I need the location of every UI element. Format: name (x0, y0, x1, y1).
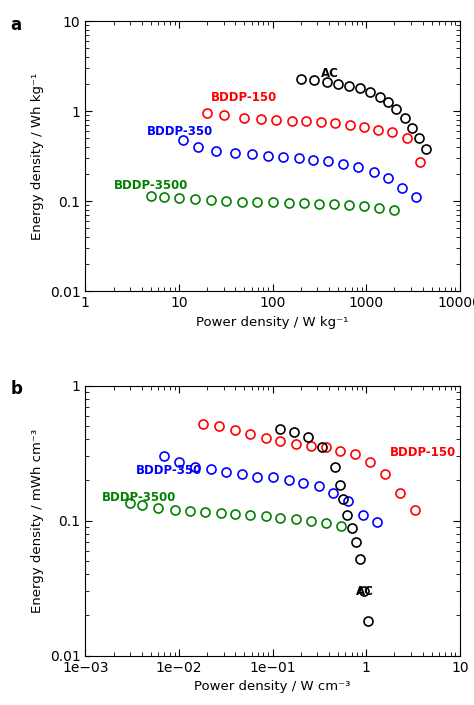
Text: BDDP-150: BDDP-150 (211, 92, 277, 104)
Text: AC: AC (321, 67, 339, 80)
X-axis label: Power density / W kg⁻¹: Power density / W kg⁻¹ (196, 316, 349, 329)
Text: BDDP-150: BDDP-150 (390, 446, 456, 459)
X-axis label: Power density / W cm⁻³: Power density / W cm⁻³ (194, 680, 351, 693)
Y-axis label: Energy density / Wh kg⁻¹: Energy density / Wh kg⁻¹ (31, 73, 44, 240)
Text: BDDP-3500: BDDP-3500 (102, 491, 176, 504)
Text: BDDP-3500: BDDP-3500 (113, 179, 188, 192)
Text: BDDP-350: BDDP-350 (146, 125, 213, 137)
Text: BDDP-350: BDDP-350 (136, 464, 202, 477)
Text: AC: AC (356, 584, 374, 598)
Y-axis label: Energy density / mWh cm⁻³: Energy density / mWh cm⁻³ (31, 429, 44, 613)
Text: a: a (10, 16, 21, 34)
Text: b: b (10, 380, 22, 398)
